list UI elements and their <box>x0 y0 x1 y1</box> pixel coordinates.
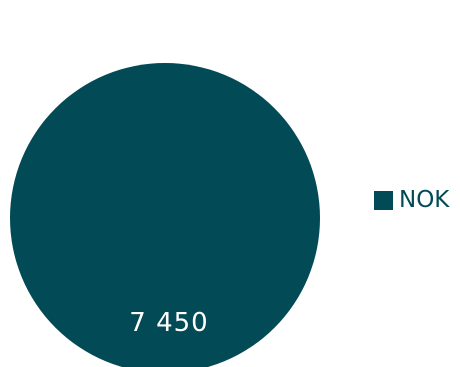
pie-data-labels: 7 450 <box>129 308 208 338</box>
legend: NOK <box>374 186 449 214</box>
legend-label-nok: NOK <box>399 187 450 213</box>
legend-swatch-nok <box>374 190 393 210</box>
pie-slices <box>10 63 320 367</box>
data-label-nok: 7 450 <box>129 308 208 338</box>
pie-slice-nok <box>10 63 320 367</box>
